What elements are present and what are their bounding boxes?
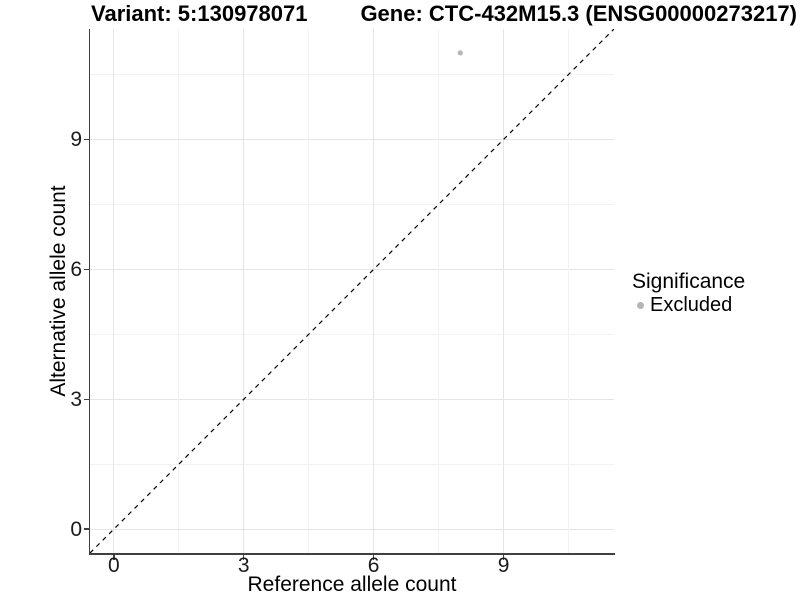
y-tick-mark [83, 528, 89, 530]
legend-entry-label: Excluded [650, 294, 733, 316]
y-axis-line [88, 29, 90, 555]
vertical-gridline [373, 29, 375, 553]
vertical-gridline-minor [178, 29, 180, 553]
x-axis-title: Reference allele count [247, 573, 457, 596]
y-tick-label: 6 [70, 257, 82, 281]
horizontal-gridline [90, 528, 614, 530]
horizontal-gridline-minor [90, 463, 614, 465]
vertical-gridline [503, 29, 505, 553]
vertical-gridline [113, 29, 115, 553]
excluded-point-icon [637, 301, 644, 309]
x-tick-label: 0 [107, 554, 120, 577]
y-tick-label: 3 [70, 387, 82, 411]
horizontal-gridline-minor [90, 333, 614, 335]
vertical-gridline-minor [438, 29, 440, 553]
vertical-gridline-minor [568, 29, 570, 553]
identity-dashed-line [90, 29, 614, 553]
variant-title: Variant: 5:130978071 [91, 1, 308, 26]
horizontal-gridline [90, 138, 614, 140]
legend: Significance Excluded [630, 270, 746, 317]
horizontal-gridline-minor [90, 203, 614, 205]
gene-title: Gene: CTC-432M15.3 (ENSG00000273217) [360, 1, 797, 26]
vertical-gridline-minor [308, 29, 310, 553]
x-tick-mark [372, 554, 375, 560]
legend-title: Significance [632, 270, 746, 293]
legend-entry-excluded: Excluded [630, 294, 745, 316]
vertical-gridline [243, 29, 245, 553]
x-tick-mark [113, 554, 115, 560]
y-tick-mark [83, 268, 89, 271]
x-axis-line [88, 553, 615, 555]
y-tick-mark [83, 398, 89, 400]
x-tick-mark [502, 554, 505, 560]
y-tick-mark [83, 138, 89, 141]
x-tick-label: 6 [367, 554, 380, 577]
plot-panel [90, 29, 614, 553]
x-tick-mark [242, 554, 245, 560]
x-tick-label: 3 [237, 554, 250, 577]
horizontal-gridline [90, 398, 614, 400]
horizontal-gridline-minor [90, 73, 614, 75]
y-tick-label: 0 [70, 517, 82, 541]
plot-area-svg [90, 29, 614, 553]
data-point-excluded [457, 50, 463, 56]
x-tick-label: 9 [497, 554, 510, 577]
y-tick-label: 9 [70, 127, 82, 151]
horizontal-gridline [90, 268, 614, 270]
